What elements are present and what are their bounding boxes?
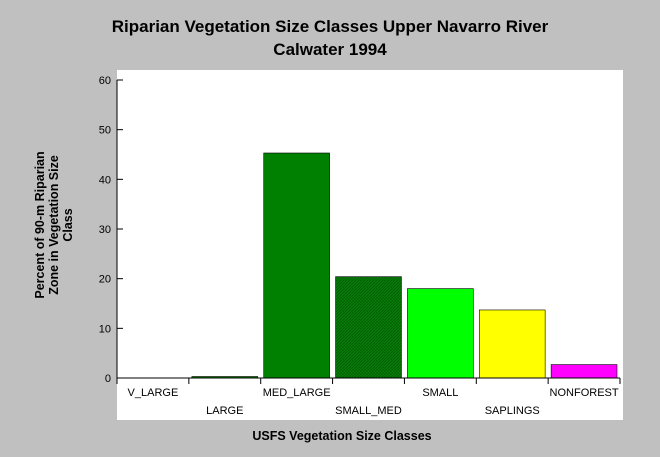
x-axis: V_LARGE LARGE MED_LARGE SMALL_MED SMALL SAPLI… — [116, 377, 621, 417]
bar-small — [407, 288, 474, 379]
y-axis-title-line-2: Zone in Vegetation Size — [47, 155, 61, 295]
x-tick-label-saplings: SAPLINGS — [485, 405, 540, 417]
x-tick-label-large: LARGE — [206, 405, 243, 417]
y-tick-label: 20 — [99, 274, 111, 286]
x-axis-title: USFS Vegetation Size Classes — [252, 429, 431, 443]
y-tick-label: 60 — [99, 75, 111, 87]
y-tick-label: 10 — [99, 323, 111, 335]
x-tick-label-nonforest: NONFOREST — [550, 387, 619, 399]
y-tick-label: 0 — [105, 373, 111, 385]
bar-saplings — [478, 309, 546, 379]
y-axis-title-line-3: Class — [61, 208, 75, 241]
x-tick-label-small: SMALL — [422, 387, 458, 399]
y-axis-title: Percent of 90-m Riparian Zone in Vegetat… — [33, 151, 75, 298]
x-tick-label-v-large: V_LARGE — [128, 387, 179, 399]
bar-nonforest — [550, 364, 618, 379]
y-tick-label: 50 — [99, 125, 111, 137]
chart-title: Riparian Vegetation Size Classes Upper N… — [112, 17, 549, 36]
bar-small-med — [335, 276, 402, 379]
bar-med-large — [263, 152, 330, 379]
y-tick-label: 30 — [99, 224, 111, 236]
x-tick-label-med-large: MED_LARGE — [263, 387, 331, 399]
y-tick-label: 40 — [99, 174, 111, 186]
chart-subtitle: Calwater 1994 — [273, 40, 387, 59]
y-axis-title-line-1: Percent of 90-m Riparian — [33, 151, 47, 298]
x-tick-label-small-med: SMALL_MED — [335, 405, 402, 417]
bars-group — [191, 152, 618, 379]
y-axis: 0 10 20 30 40 50 60 — [99, 75, 123, 385]
